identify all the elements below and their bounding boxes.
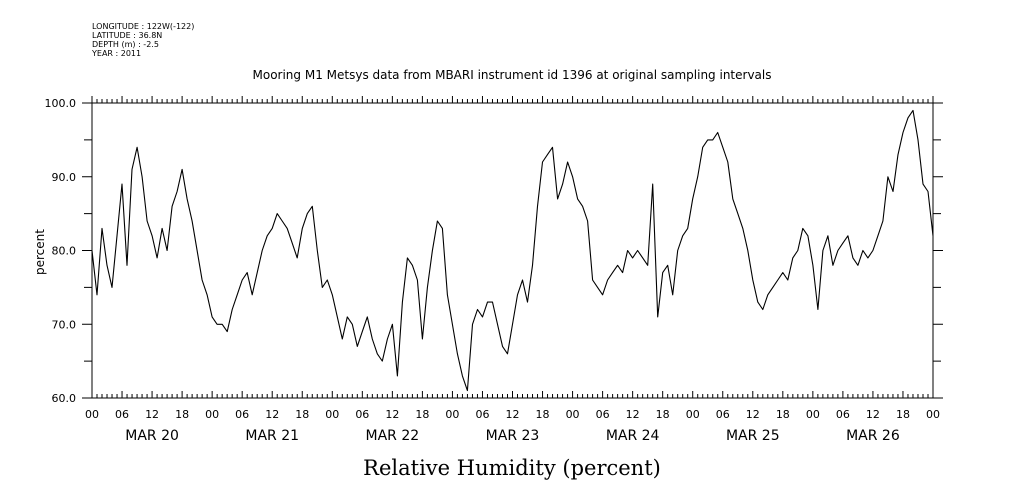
x-tick-label: 06 (235, 408, 249, 421)
x-tick-label: 00 (806, 408, 820, 421)
x-tick-label: 00 (205, 408, 219, 421)
x-tick-label: 18 (536, 408, 550, 421)
x-tick-label: 06 (475, 408, 489, 421)
x-tick-label: 18 (896, 408, 910, 421)
x-tick-label: 00 (325, 408, 339, 421)
x-tick-label: 00 (445, 408, 459, 421)
x-tick-label: 00 (686, 408, 700, 421)
day-label: MAR 20 (125, 428, 179, 444)
day-label: MAR 26 (846, 428, 900, 444)
x-tick-label: 12 (506, 408, 520, 421)
chart-title: Mooring M1 Metsys data from MBARI instru… (252, 68, 772, 82)
day-label: MAR 21 (245, 428, 299, 444)
x-tick-label: 00 (85, 408, 99, 421)
x-tick-label: 18 (295, 408, 309, 421)
day-label: MAR 23 (486, 428, 540, 444)
longitude-label: LONGITUDE : 122W(-122) (92, 22, 195, 31)
x-axis-title: Relative Humidity (percent) (363, 456, 661, 480)
y-tick-label: 70.0 (52, 318, 77, 331)
x-tick-label: 06 (115, 408, 129, 421)
x-tick-label: 00 (566, 408, 580, 421)
latitude-label: LATITUDE : 36.8N (92, 31, 163, 40)
y-axis-label: percent (33, 229, 47, 275)
x-tick-label: 06 (355, 408, 369, 421)
series-line-relative-humidity (91, 109, 934, 392)
x-tick-label: 18 (776, 408, 790, 421)
plot-frame (91, 102, 934, 399)
y-tick-label: 80.0 (52, 245, 77, 258)
x-tick-label: 06 (716, 408, 730, 421)
x-tick-label: 06 (596, 408, 610, 421)
x-tick-label: 12 (385, 408, 399, 421)
x-tick-label: 00 (926, 408, 940, 421)
metadata-block: LONGITUDE : 122W(-122) LATITUDE : 36.8N … (92, 22, 194, 58)
x-tick-label: 12 (265, 408, 279, 421)
y-tick-label: 60.0 (52, 392, 77, 405)
x-tick-label: 18 (415, 408, 429, 421)
day-label: MAR 25 (726, 428, 780, 444)
y-tick-label: 100.0 (45, 97, 77, 110)
x-tick-label: 12 (866, 408, 880, 421)
depth-label: DEPTH (m) : -2.5 (92, 40, 159, 49)
x-tick-label: 12 (746, 408, 760, 421)
year-label: YEAR : 2011 (92, 49, 142, 58)
day-label: MAR 22 (366, 428, 420, 444)
x-tick-label: 12 (145, 408, 159, 421)
x-tick-label: 06 (836, 408, 850, 421)
x-tick-label: 18 (175, 408, 189, 421)
day-label: MAR 24 (606, 428, 660, 444)
x-tick-label: 12 (626, 408, 640, 421)
x-tick-label: 18 (656, 408, 670, 421)
y-tick-label: 90.0 (52, 171, 77, 184)
